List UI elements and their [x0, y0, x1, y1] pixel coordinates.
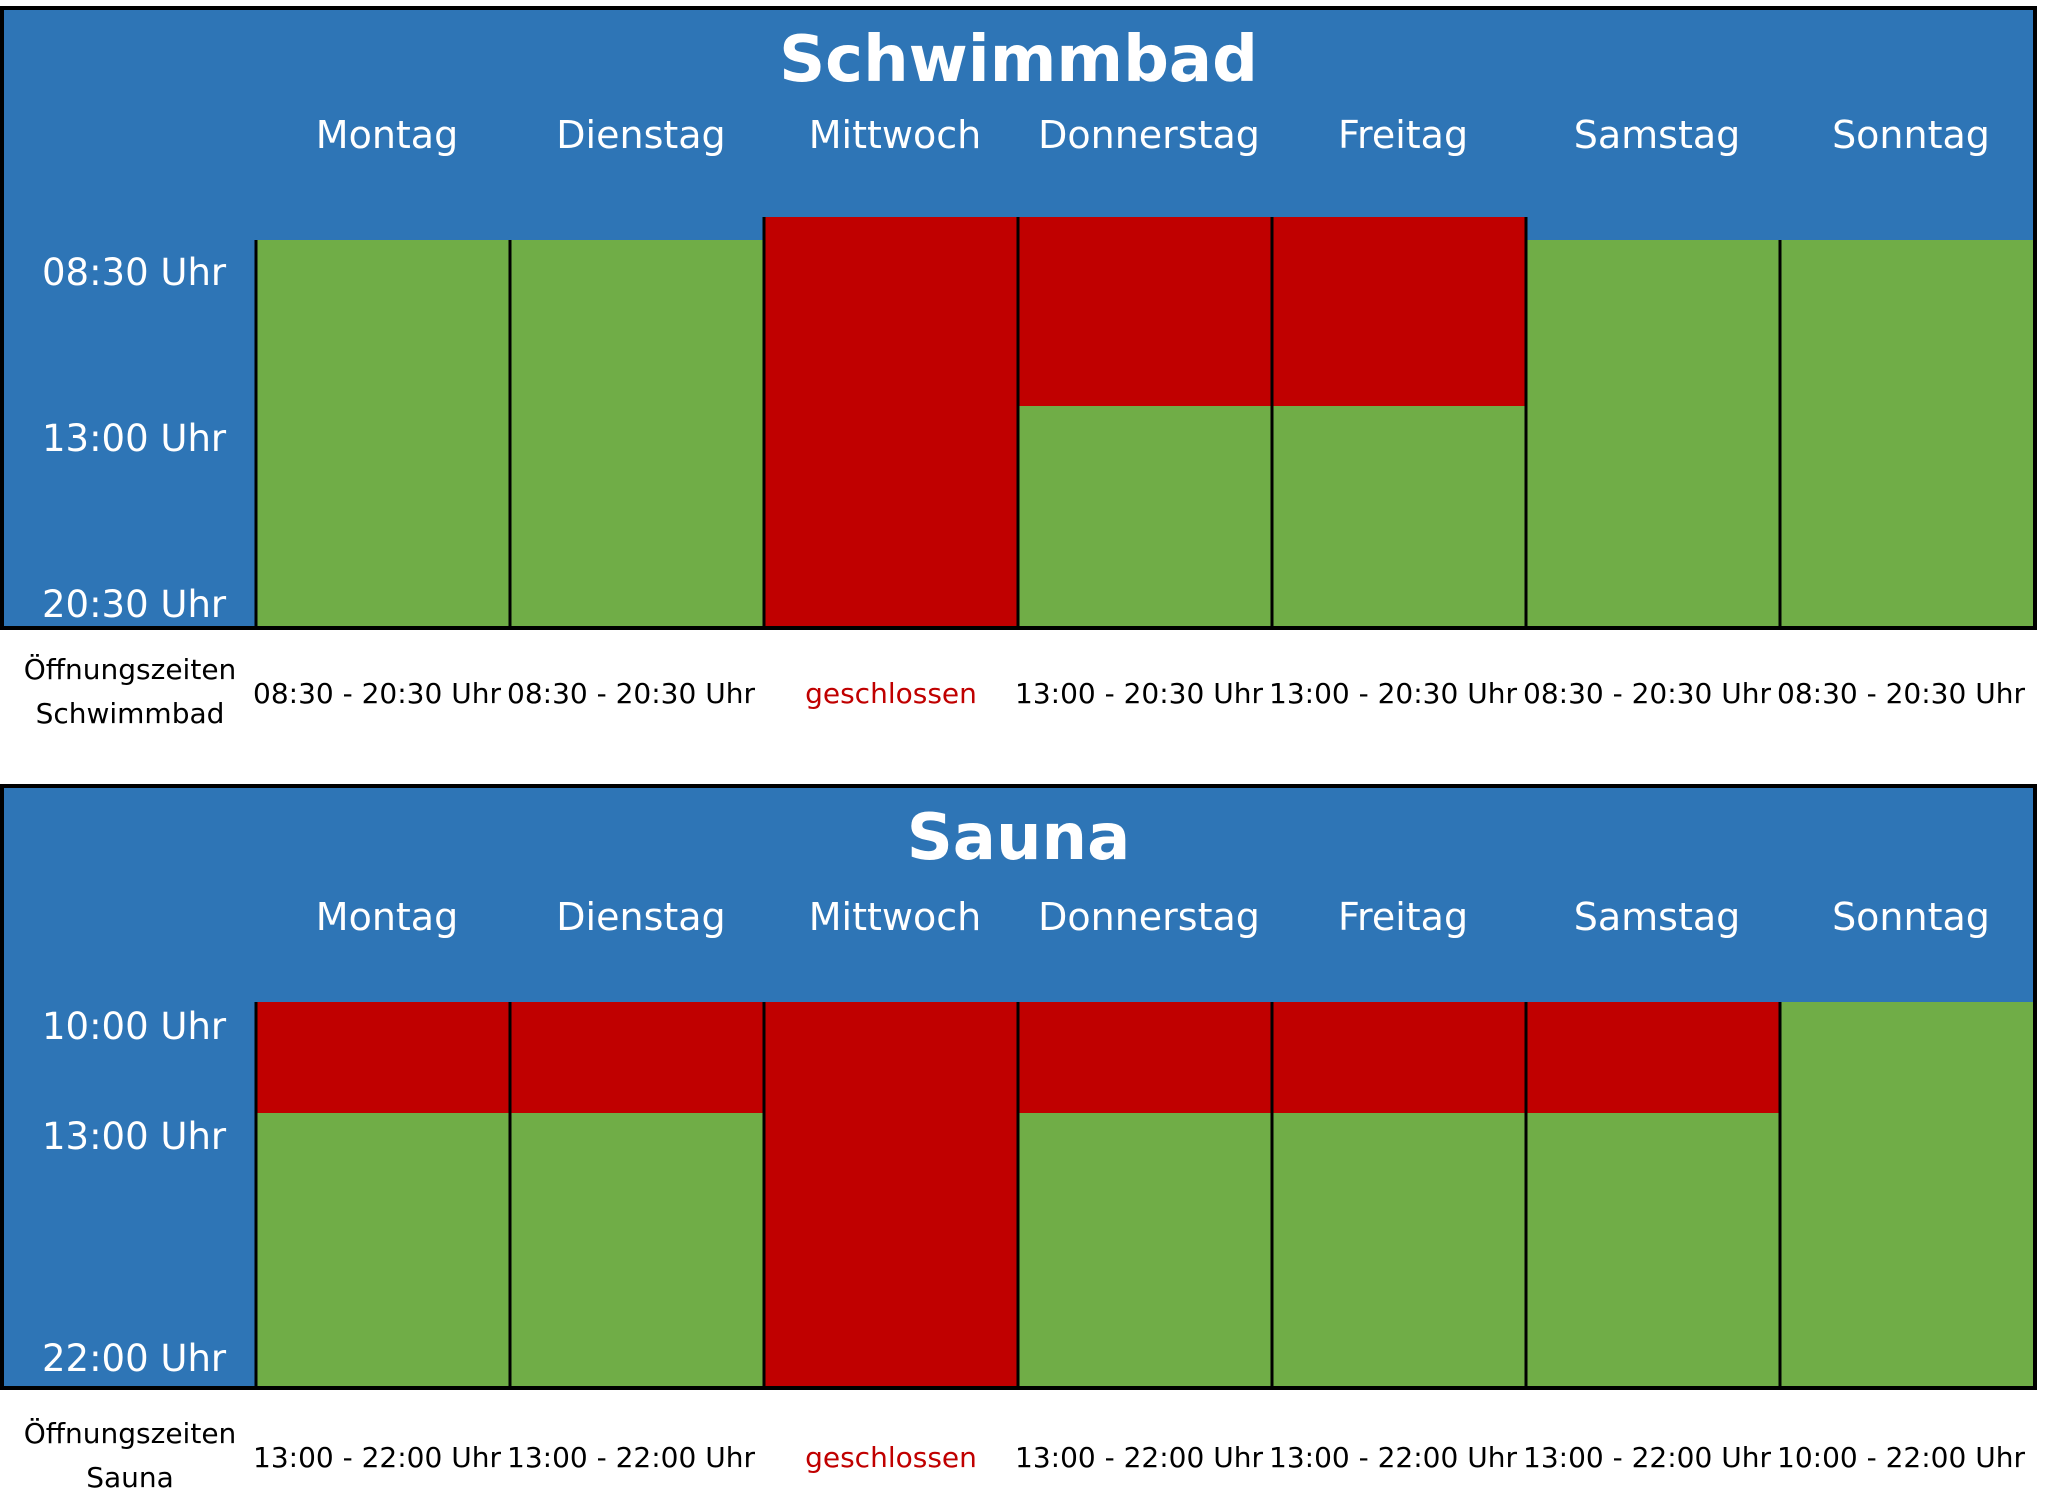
open-bar-dienstag	[510, 240, 764, 626]
day-label-samstag: Samstag	[1573, 113, 1741, 157]
sauna-schedule-svg	[254, 1002, 2033, 1386]
hours-freitag: 13:00 - 22:00 Uhr	[1269, 1441, 1517, 1474]
closed-bar-freitag	[1272, 217, 1526, 406]
day-label-donnerstag: Donnerstag	[1038, 113, 1260, 157]
opening-hours-caption: Öffnungszeiten Sauna	[10, 1412, 250, 1500]
open-bar-samstag	[1526, 1113, 1780, 1386]
caption-line: Öffnungszeiten	[23, 653, 237, 686]
closed-bar-freitag	[1272, 1002, 1526, 1113]
sauna-chart-panel: Sauna Montag Dienstag Mittwoch Donnersta…	[0, 784, 2037, 1390]
day-label-sonntag: Sonntag	[1832, 895, 1990, 939]
hours-samstag: 08:30 - 20:30 Uhr	[1523, 677, 1771, 710]
hours-montag: 13:00 - 22:00 Uhr	[253, 1441, 501, 1474]
hours-samstag: 13:00 - 22:00 Uhr	[1523, 1441, 1771, 1474]
closed-bar-montag	[256, 1002, 510, 1113]
closed-bar-donnerstag	[1018, 217, 1272, 406]
hours-sonntag: 10:00 - 22:00 Uhr	[1777, 1441, 2025, 1474]
time-tick-label: 22:00 Uhr	[42, 1337, 227, 1380]
open-bar-sonntag	[1780, 1002, 2033, 1386]
caption-line: Schwimmbad	[35, 697, 225, 730]
open-bar-montag	[256, 1113, 510, 1386]
open-bar-samstag	[1526, 240, 1780, 626]
hours-dienstag: 08:30 - 20:30 Uhr	[507, 677, 755, 710]
time-tick-label: 08:30 Uhr	[42, 251, 227, 294]
time-tick-label: 20:30 Uhr	[42, 583, 227, 626]
open-bar-freitag	[1272, 1113, 1526, 1386]
hours-mittwoch: geschlossen	[805, 677, 977, 710]
hours-sonntag: 08:30 - 20:30 Uhr	[1777, 677, 2025, 710]
day-label-freitag: Freitag	[1337, 895, 1469, 939]
hours-montag: 08:30 - 20:30 Uhr	[253, 677, 501, 710]
day-label-montag: Montag	[315, 895, 459, 939]
hours-mittwoch: geschlossen	[805, 1441, 977, 1474]
open-bar-sonntag	[1780, 240, 2033, 626]
open-bar-freitag	[1272, 406, 1526, 626]
hours-freitag: 13:00 - 20:30 Uhr	[1269, 677, 1517, 710]
schwimmbad-chart-panel: Schwimmbad Montag Dienstag Mittwoch Donn…	[0, 6, 2037, 630]
day-label-sonntag: Sonntag	[1832, 113, 1990, 157]
time-tick-label: 13:00 Uhr	[42, 417, 227, 460]
chart-title: Sauna	[906, 801, 1131, 875]
caption-line: Öffnungszeiten	[23, 1417, 237, 1450]
hours-donnerstag: 13:00 - 22:00 Uhr	[1015, 1441, 1263, 1474]
open-bar-dienstag	[510, 1113, 764, 1386]
opening-hours-caption: Öffnungszeiten Schwimmbad	[10, 648, 250, 736]
closed-bar-donnerstag	[1018, 1002, 1272, 1113]
time-tick-label: 13:00 Uhr	[42, 1115, 227, 1158]
closed-bar-dienstag	[510, 1002, 764, 1113]
hours-donnerstag: 13:00 - 20:30 Uhr	[1015, 677, 1263, 710]
day-label-donnerstag: Donnerstag	[1038, 895, 1260, 939]
day-label-montag: Montag	[315, 113, 459, 157]
chart-title: Schwimmbad	[779, 23, 1258, 97]
day-label-dienstag: Dienstag	[556, 895, 726, 939]
hours-dienstag: 13:00 - 22:00 Uhr	[507, 1441, 755, 1474]
day-label-mittwoch: Mittwoch	[808, 895, 982, 939]
open-bar-donnerstag	[1018, 1113, 1272, 1386]
day-label-samstag: Samstag	[1573, 895, 1741, 939]
open-bar-donnerstag	[1018, 406, 1272, 626]
schwimmbad-schedule-svg	[254, 217, 2033, 626]
time-tick-label: 10:00 Uhr	[42, 1005, 227, 1048]
open-bar-montag	[256, 240, 510, 626]
closed-bar-samstag	[1526, 1002, 1780, 1113]
day-label-mittwoch: Mittwoch	[808, 113, 982, 157]
day-label-dienstag: Dienstag	[556, 113, 726, 157]
caption-line: Sauna	[86, 1461, 174, 1494]
closed-bar-mittwoch	[764, 217, 1018, 626]
day-label-freitag: Freitag	[1337, 113, 1469, 157]
closed-bar-mittwoch	[764, 1002, 1018, 1386]
